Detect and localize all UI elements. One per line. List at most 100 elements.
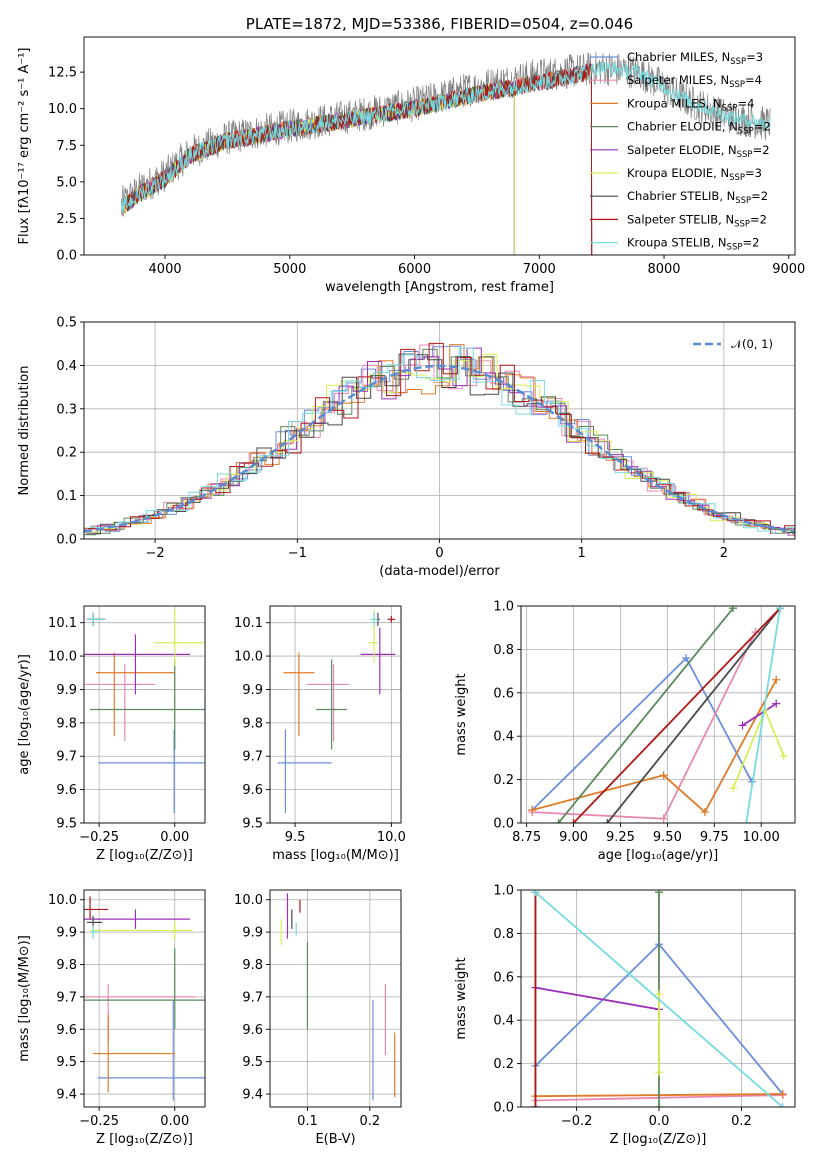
x-tick-label: 0.00 — [160, 1114, 189, 1129]
series-marker — [569, 819, 578, 823]
x-tick-label: 10.00 — [743, 830, 780, 845]
series-kroupa-stelib — [742, 606, 784, 823]
y-tick-label: 9.8 — [242, 958, 263, 973]
residual-hist-axes: −2 −1 0 1 2 0.0 0.1 0.2 0.3 0.4 0.5 𝒩(0, 1) (data-mo… — [17, 316, 796, 579]
errorbar-chabrier-elodie — [84, 948, 205, 1030]
series-salpeter-elodie — [738, 699, 781, 730]
x-axis-label: mass [log₁₀(M/M⊙)] — [272, 848, 399, 863]
legend-entry: Salpeter MILES, NSSP=4 — [627, 73, 762, 90]
mass-weight-vs-age-frame — [520, 605, 796, 824]
series-line — [535, 986, 660, 1011]
y-tick-label: 0.2 — [493, 773, 514, 788]
x-axis-label: Z [log₁₀(Z/Z⊙)] — [610, 1132, 707, 1147]
y-tick-label: 9.4 — [56, 1088, 77, 1103]
y-tick-label: 0.1 — [56, 489, 77, 504]
legend-entry: Salpeter STELIB, NSSP=2 — [627, 212, 767, 229]
spectrum-plot-area — [120, 51, 771, 255]
series-salpeter-stelib — [531, 890, 540, 1107]
y-tick-label: 0.4 — [493, 1014, 514, 1029]
series-kroupa-elodie — [729, 706, 788, 793]
y-tick-label: 0.0 — [56, 533, 77, 548]
residual-legend: 𝒩(0, 1) — [693, 337, 773, 351]
y-tick-label: 2.5 — [56, 212, 77, 227]
series-marker — [729, 784, 738, 793]
x-tick-label: 8000 — [647, 262, 680, 277]
y-tick-label: 0.3 — [56, 402, 77, 417]
mass-weight-vs-age-axes: 8.75 9.00 9.25 9.50 9.75 10.00 0.0 0.2 0.4 0.6 0.8… — [454, 600, 796, 863]
series-marker — [779, 751, 788, 760]
series-marker — [738, 721, 747, 730]
mass-vs-z-plot-area — [84, 896, 205, 1101]
y-tick-label: 10.0 — [48, 650, 77, 665]
series-salpeter-elodie — [531, 983, 664, 1014]
x-tick-label: 6000 — [398, 262, 431, 277]
y-tick-label: 5.0 — [56, 175, 77, 190]
series-marker — [778, 1103, 787, 1107]
model-kroupa-stelib — [120, 61, 770, 216]
y-tick-label: 0.2 — [56, 446, 77, 461]
series-marker — [659, 814, 668, 823]
errorbar-kroupa-stelib — [90, 925, 100, 939]
series-line — [532, 679, 777, 814]
age-vs-mass-plot-area — [277, 609, 396, 813]
legend-entry: Salpeter ELODIE, NSSP=2 — [627, 143, 770, 160]
errorbar-chabrier-miles — [97, 1000, 205, 1101]
normal-curve — [84, 364, 795, 533]
errorbar-salpeter-stelib — [84, 896, 109, 920]
y-tick-label: 10.1 — [234, 616, 263, 631]
x-tick-label: 8.75 — [512, 830, 541, 845]
errorbar-kroupa-stelib — [370, 612, 378, 627]
series-chabrier-miles — [528, 654, 756, 814]
series-chabrier-elodie — [554, 606, 738, 823]
x-tick-label: 2 — [720, 546, 728, 561]
y-tick-label: 9.7 — [242, 990, 263, 1005]
series-marker — [775, 606, 784, 613]
errorbar-chabrier-miles — [98, 729, 205, 813]
y-tick-label: 10.0 — [48, 102, 77, 117]
errorbar-salpeter-miles — [306, 664, 349, 742]
series-marker — [655, 990, 664, 999]
series-marker — [729, 606, 738, 613]
y-tick-label: 9.7 — [56, 990, 77, 1005]
x-tick-label: 1 — [578, 546, 586, 561]
x-tick-label: 0.2 — [359, 1114, 380, 1129]
x-tick-label: −0.25 — [79, 830, 119, 845]
y-tick-label: 10.0 — [48, 893, 77, 908]
series-marker — [742, 819, 751, 823]
errorbar-salpeter-elodie — [84, 634, 190, 695]
x-tick-label: 9.5 — [285, 830, 306, 845]
y-tick-label: 9.5 — [56, 817, 77, 832]
series-marker — [531, 1103, 540, 1107]
errorbar-kroupa-stelib — [87, 612, 106, 627]
y-tick-label: 12.5 — [48, 66, 77, 81]
y-tick-label: 9.8 — [242, 716, 263, 731]
series-marker — [528, 805, 537, 814]
series-marker — [531, 890, 540, 897]
mass-weight-vs-z-frame — [520, 889, 796, 1108]
legend-entry: Kroupa STELIB, NSSP=2 — [627, 236, 759, 253]
y-tick-label: 9.6 — [56, 1023, 77, 1038]
y-tick-label: 0.0 — [493, 817, 514, 832]
x-tick-label: 7000 — [523, 262, 556, 277]
y-tick-label: 10.1 — [48, 616, 77, 631]
mass-weight-vs-z-plot-area — [531, 890, 787, 1107]
series-marker — [778, 1089, 787, 1098]
y-tick-label: 10.0 — [234, 650, 263, 665]
y-tick-label: 9.6 — [242, 783, 263, 798]
y-tick-label: 9.4 — [242, 1088, 263, 1103]
x-axis-label: (data-model)/error — [379, 564, 500, 579]
series-marker — [655, 1103, 664, 1107]
y-tick-label: 9.8 — [56, 716, 77, 731]
x-axis-label: Z [log₁₀(Z/Z⊙)] — [96, 1132, 193, 1147]
mass-weight-vs-z-axes: −0.2 0.0 0.2 0.0 0.2 0.4 0.6 0.8 1.0 Z [log₁₀(Z/Z… — [454, 884, 796, 1147]
x-tick-label: 0.0 — [649, 1114, 670, 1129]
series-kroupa-stelib — [531, 890, 787, 1107]
spectrum-legend: Chabrier MILES, NSSP=3 Salpeter MILES, NS… — [590, 50, 771, 253]
errorbar-chabrier-stelib — [87, 915, 103, 929]
histogram-salpeter-miles — [84, 344, 795, 536]
series-marker — [682, 654, 691, 663]
errorbar-salpeter-miles — [85, 664, 156, 742]
series-line — [572, 607, 781, 823]
errorbar-chabrier-elodie — [316, 659, 348, 750]
series-salpeter-miles — [528, 628, 760, 823]
